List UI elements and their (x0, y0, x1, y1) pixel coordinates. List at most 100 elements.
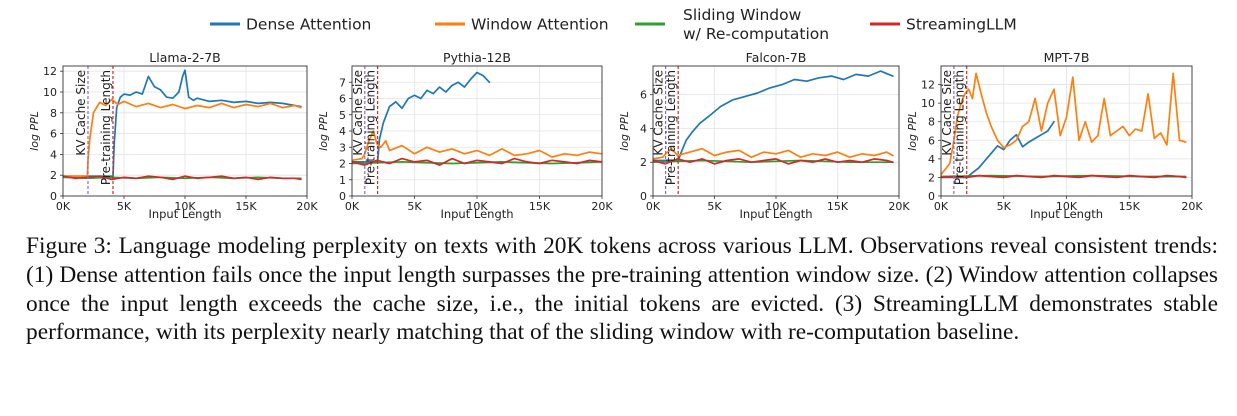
xtick-label-1-3: 15K (529, 200, 551, 213)
panel-title-1: Pythia-12B (443, 50, 511, 65)
ytick-label-1-3: 3 (339, 141, 346, 154)
panel-title-3: MPT-7B (1044, 50, 1090, 65)
xtick-label-2-0: 0K (646, 200, 661, 213)
panel-0: 0K 5K 10K 15K 20K 0 2 4 6 8 10 12 Llama-2-7B Input Le… (28, 50, 318, 221)
xlabel-1: Input Length (440, 207, 513, 221)
series-line-3-0 (941, 120, 1055, 179)
panel-title-2: Falcon-7B (746, 50, 807, 65)
xtick-label-0-3: 15K (235, 200, 257, 213)
ylabel-3: log PPL (906, 111, 919, 151)
ylabel-1: log PPL (317, 111, 330, 151)
vline-label-0-1: Pre-training Length (99, 70, 113, 185)
plot-frame-2 (652, 65, 900, 197)
ytick-label-2-0: 0 (640, 190, 647, 203)
xtick-label-1-0: 0K (345, 200, 360, 213)
figure-caption: Figure 3: Language modeling perplexity o… (26, 232, 1218, 347)
plot-frame-0 (62, 65, 308, 197)
plot-frame-1 (351, 65, 603, 197)
series-line-3-3 (941, 174, 1187, 179)
caption-label: Figure 3: (26, 233, 112, 259)
xtick-label-1-1: 5K (407, 200, 422, 213)
xtick-label-2-1: 5K (707, 200, 722, 213)
ytick-label-0-4: 8 (50, 107, 57, 120)
xlabel-0: Input Length (148, 207, 221, 221)
legend-label-3: StreamingLLM (906, 16, 1017, 34)
legend-label-2-line2: w/ Re-computation (683, 25, 829, 43)
ytick-label-1-6: 6 (339, 93, 346, 106)
xlabel-3: Input Length (1030, 207, 1103, 221)
ytick-label-2-2: 4 (640, 122, 647, 135)
xtick-label-3-2: 10K (1056, 200, 1078, 213)
xlabel-2: Input Length (739, 207, 812, 221)
series-line-2-3 (653, 158, 894, 165)
ytick-label-0-6: 12 (43, 65, 57, 78)
ytick-label-1-0: 0 (339, 190, 346, 203)
legend-label-2-line1: Sliding Window (683, 6, 802, 24)
xtick-label-0-0: 0K (56, 200, 71, 213)
series-line-1-0 (352, 71, 491, 163)
vline-label-1-1: Pre-training Length (364, 70, 378, 185)
xtick-label-1-2: 10K (466, 200, 488, 213)
ytick-label-1-5: 5 (339, 109, 346, 122)
ytick-label-1-2: 2 (339, 158, 346, 171)
series-group-2 (653, 70, 894, 165)
ytick-label-0-1: 2 (50, 169, 57, 182)
vline-label-3-0: KV Cache Size (940, 70, 954, 156)
xtick-label-2-4: 20K (888, 200, 910, 213)
caption-text: Language modeling perplexity on texts wi… (26, 233, 1218, 346)
ytick-label-3-4: 8 (928, 116, 935, 129)
xtick-label-2-2: 10K (765, 200, 787, 213)
ytick-label-2-3: 6 (640, 89, 647, 102)
panel-2: 0K 5K 10K 15K 20K 0 2 4 6 Falcon-7B Input Length lo… (618, 50, 910, 221)
series-line-0-1 (63, 98, 302, 178)
series-line-2-0 (653, 70, 894, 162)
ytick-label-3-3: 6 (928, 134, 935, 147)
ytick-label-0-3: 6 (50, 128, 57, 141)
ytick-label-3-0: 0 (928, 190, 935, 203)
ytick-label-0-5: 10 (43, 86, 57, 99)
panel-title-0: Llama-2-7B (149, 50, 220, 65)
panel-1: 0K 5K 10K 15K 20K 0 1 2 3 4 5 6 7 Pythia-12B Input Len… (317, 50, 613, 221)
xtick-label-0-1: 5K (117, 200, 132, 213)
ytick-label-1-7: 7 (339, 76, 346, 89)
series-group-3 (941, 72, 1187, 179)
xtick-label-3-3: 15K (1119, 200, 1141, 213)
series-line-2-1 (653, 147, 894, 160)
ytick-label-3-5: 10 (921, 97, 935, 110)
ylabel-2: log PPL (618, 111, 631, 151)
xtick-label-3-1: 5K (997, 200, 1012, 213)
ytick-label-2-1: 2 (640, 156, 647, 169)
ytick-label-0-2: 4 (50, 148, 57, 161)
ytick-label-3-1: 2 (928, 171, 935, 184)
series-line-1-1 (352, 130, 602, 162)
xtick-label-1-4: 20K (591, 200, 613, 213)
ytick-label-1-4: 4 (339, 125, 346, 138)
plot-frame-3 (940, 65, 1193, 197)
series-group-1 (352, 71, 602, 166)
vline-label-3-1: Pre-training Length (953, 70, 967, 185)
series-line-1-3 (352, 157, 602, 166)
series-line-0-3 (63, 175, 302, 181)
figure-3: Dense Attention Window Attention Sliding W… (28, 6, 1203, 221)
legend-label-1: Window Attention (471, 16, 609, 34)
xtick-label-2-3: 15K (827, 200, 849, 213)
xtick-label-3-0: 0K (934, 200, 949, 213)
ytick-label-0-0: 0 (50, 190, 57, 203)
series-group-0 (63, 69, 302, 181)
ylabel-0: log PPL (28, 111, 41, 151)
legend: Dense Attention Window Attention Sliding W… (210, 6, 1017, 43)
series-line-3-1 (941, 72, 1187, 176)
ytick-label-3-2: 4 (928, 153, 935, 166)
panel-3: 0K 5K 10K 15K 20K 0 2 4 6 8 10 12 MPT-7B Input Length… (906, 50, 1203, 221)
vline-label-0-0: KV Cache Size (74, 70, 88, 156)
ytick-label-1-1: 1 (339, 174, 346, 187)
legend-label-0: Dense Attention (246, 16, 371, 34)
series-line-0-0 (63, 69, 302, 178)
vline-label-2-0: KV Cache Size (652, 70, 666, 156)
xtick-label-0-2: 10K (174, 200, 196, 213)
ytick-label-3-6: 12 (921, 79, 935, 92)
vline-label-1-0: KV Cache Size (351, 70, 365, 156)
xtick-label-3-4: 20K (1181, 200, 1203, 213)
vline-label-2-1: Pre-training Length (664, 70, 678, 185)
